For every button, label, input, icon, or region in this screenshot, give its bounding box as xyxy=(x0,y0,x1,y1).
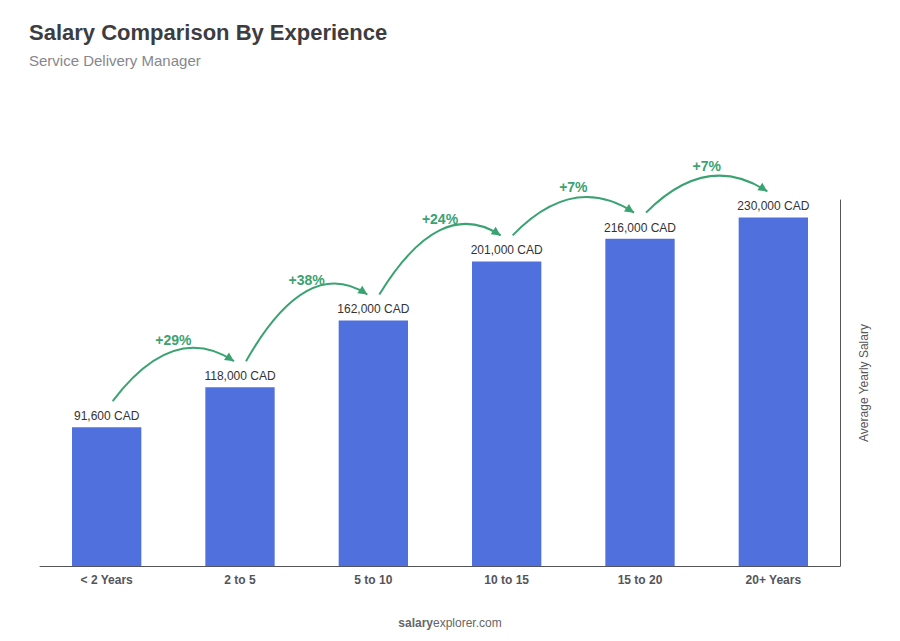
svg-text:salary: salary xyxy=(398,616,433,630)
svg-text:5 to 10: 5 to 10 xyxy=(354,573,392,587)
svg-text:+24%: +24% xyxy=(422,211,459,227)
svg-text:2 to 5: 2 to 5 xyxy=(224,573,256,587)
svg-text:162,000 CAD: 162,000 CAD xyxy=(337,302,409,316)
svg-text:+7%: +7% xyxy=(559,179,588,195)
svg-text:91,600 CAD: 91,600 CAD xyxy=(74,409,140,423)
svg-text:15 to 20: 15 to 20 xyxy=(618,573,663,587)
svg-text:216,000 CAD: 216,000 CAD xyxy=(604,221,676,235)
svg-text:230,000 CAD: 230,000 CAD xyxy=(737,199,809,213)
svg-text:Average Yearly Salary: Average Yearly Salary xyxy=(857,324,871,442)
svg-text:Service Delivery Manager: Service Delivery Manager xyxy=(29,52,201,69)
svg-text:118,000 CAD: 118,000 CAD xyxy=(204,369,275,383)
svg-text:explorer.com: explorer.com xyxy=(433,616,502,630)
svg-text:< 2 Years: < 2 Years xyxy=(81,573,133,587)
svg-text:+7%: +7% xyxy=(692,158,721,174)
svg-text:+29%: +29% xyxy=(155,332,192,348)
svg-text:Salary Comparison By Experienc: Salary Comparison By Experience xyxy=(29,20,387,45)
svg-text:20+ Years: 20+ Years xyxy=(746,573,802,587)
svg-text:10 to 15: 10 to 15 xyxy=(484,573,529,587)
svg-text:201,000 CAD: 201,000 CAD xyxy=(471,243,543,257)
svg-text:+38%: +38% xyxy=(289,272,326,288)
